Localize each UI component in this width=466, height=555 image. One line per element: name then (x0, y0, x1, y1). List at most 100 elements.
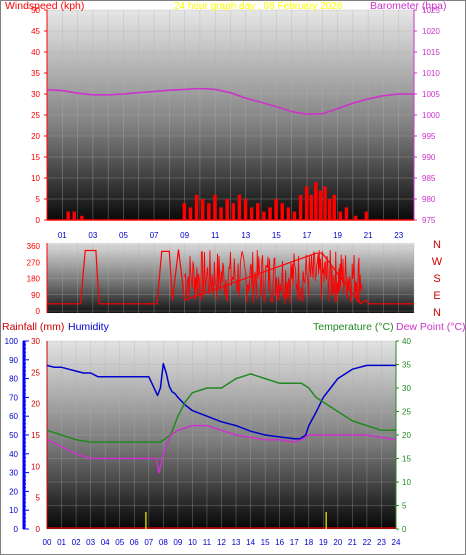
panel1-ticks: 0510152025303540455097598098599099510001… (31, 6, 440, 240)
windspeed-bar (188, 207, 193, 220)
humidity-tick-label: 40 (9, 450, 18, 459)
humidity-tick-label: 10 (9, 506, 18, 515)
windspeed-bar (182, 203, 187, 220)
temperature-tick-label: 5 (402, 502, 407, 511)
windspeed-bar (314, 182, 318, 220)
panel3-series (46, 362, 397, 529)
temperature-line (46, 373, 396, 443)
direction-label-n: N (433, 307, 441, 319)
winddir-oscillation (184, 250, 316, 304)
barometer-line (46, 87, 414, 116)
panel2-series (47, 249, 414, 305)
temperature-tick-label: 35 (402, 361, 411, 370)
temperature-tick-label: 30 (402, 384, 411, 393)
p3-x-tick-label: 24 (392, 538, 401, 547)
windspeed-tick-label: 15 (31, 153, 40, 162)
p3-x-tick-label: 02 (72, 538, 81, 547)
p3-x-tick-label: 08 (159, 538, 168, 547)
windspeed-tick-label: 25 (31, 111, 40, 120)
direction-label-w: W (432, 256, 443, 268)
windspeed-bar (213, 194, 217, 220)
rainfall-tick-label: 10 (31, 462, 40, 471)
humidity-tick-label: 70 (9, 393, 18, 402)
temperature-tick-label: 10 (402, 478, 411, 487)
barometer-axis-label: Barometer (hpa) (370, 0, 446, 12)
humidity-axis-label: Humidity (68, 321, 110, 333)
barometer-tick-label: 1020 (422, 27, 440, 36)
panel3-ticks: 0102030405060708090100051015202530051015… (5, 337, 412, 547)
windspeed-bar (256, 203, 260, 220)
windspeed-bar (231, 203, 236, 220)
p1-x-tick-label: 05 (119, 231, 128, 240)
windspeed-bar (80, 215, 84, 220)
p1-x-tick-label: 03 (88, 231, 97, 240)
windspeed-tick-label: 10 (31, 174, 40, 183)
p3-x-tick-label: 16 (275, 538, 284, 547)
p1-x-tick-label: 23 (394, 231, 403, 240)
p3-x-tick-label: 19 (319, 538, 328, 547)
p1-x-tick-label: 11 (211, 231, 220, 240)
barometer-tick-label: 980 (422, 195, 436, 204)
windspeed-bar (332, 194, 336, 220)
rainfall-axis-label: Rainfall (mm) (2, 321, 64, 333)
direction-label-e: E (433, 290, 440, 302)
windspeed-bar (225, 199, 229, 220)
windspeed-bar (304, 186, 309, 220)
windspeed-tick-label: 0 (36, 216, 41, 225)
windspeed-tick-label: 30 (31, 90, 40, 99)
windspeed-tick-label: 20 (31, 132, 40, 141)
barometer-tick-label: 1015 (422, 48, 440, 57)
windspeed-bar (268, 207, 272, 220)
p3-x-tick-label: 23 (377, 538, 386, 547)
windspeed-bar (249, 207, 254, 220)
chart-title: 24 hour graph day : 08 February 2026 (174, 1, 343, 12)
barometer-tick-label: 1000 (422, 111, 440, 120)
windspeed-bar (309, 194, 314, 220)
p1-x-tick-label: 07 (150, 231, 159, 240)
windspeed-bar (194, 194, 199, 220)
p3-x-tick-label: 21 (348, 538, 357, 547)
windspeed-tick-label: 50 (31, 6, 40, 15)
p3-x-tick-label: 18 (304, 538, 313, 547)
p1-x-tick-label: 21 (364, 231, 373, 240)
dewpoint-axis-label: Dew Point (°C) (396, 321, 466, 333)
rainfall-tick-label: 5 (36, 494, 41, 503)
windspeed-bar (243, 199, 248, 220)
rainfall-tick-label: 20 (31, 400, 40, 409)
humidity-tick-label: 60 (9, 412, 18, 421)
barometer-tick-label: 995 (422, 132, 436, 141)
p1-x-tick-label: 09 (180, 231, 189, 240)
p3-x-tick-label: 17 (290, 538, 299, 547)
barometer-tick-label: 990 (422, 153, 436, 162)
windspeed-tick-label: 40 (31, 48, 40, 57)
barometer-tick-label: 975 (422, 216, 436, 225)
p3-x-tick-label: 14 (246, 538, 255, 547)
p3-x-tick-label: 01 (57, 538, 66, 547)
p3-x-tick-label: 04 (101, 538, 110, 547)
p3-x-tick-label: 10 (188, 538, 197, 547)
windspeed-bar (280, 203, 284, 220)
humidity-tick-label: 90 (9, 356, 18, 365)
panel1-series (46, 87, 414, 220)
humidity-tick-label: 100 (5, 337, 19, 346)
windspeed-bar (72, 211, 77, 220)
p1-x-tick-label: 13 (241, 231, 250, 240)
p3-x-tick-label: 07 (144, 538, 153, 547)
winddir-tick-label: 180 (27, 275, 41, 284)
barometer-tick-label: 1010 (422, 69, 440, 78)
barometer-tick-label: 985 (422, 174, 436, 183)
winddir-tick-label: 270 (27, 258, 41, 267)
windspeed-bar (219, 207, 223, 220)
p3-x-tick-label: 00 (43, 538, 52, 547)
windspeed-bar (353, 215, 358, 220)
winddir-oscillation-late (315, 250, 363, 303)
dewpoint-line (46, 424, 397, 474)
windspeed-bar (338, 211, 343, 220)
windspeed-bar (262, 211, 266, 220)
windspeed-tick-label: 45 (31, 27, 40, 36)
rainfall-tick-label: 25 (31, 368, 40, 377)
humidity-line (46, 362, 396, 440)
rainfall-tick-label: 15 (31, 431, 40, 440)
temperature-axis-label: Temperature (°C) (313, 321, 394, 333)
winddir-tick-label: 0 (36, 307, 41, 316)
